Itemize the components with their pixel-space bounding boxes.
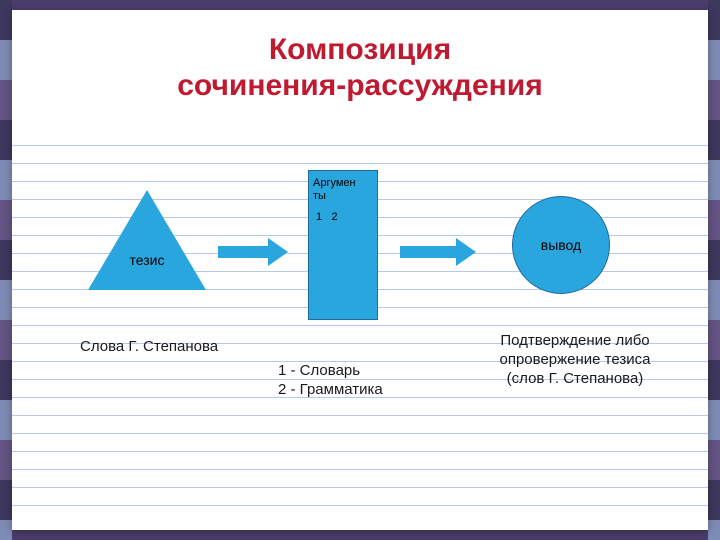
decorative-edge-left [0, 0, 12, 540]
triangle-icon [88, 190, 206, 290]
spacer [313, 203, 373, 211]
slide-title: Композиция сочинения-рассуждения [12, 32, 708, 104]
slide-canvas: Композиция сочинения-рассуждения тезис А… [12, 10, 708, 530]
arguments-label-1: Аргумен [313, 177, 373, 190]
thesis-shape: тезис [88, 190, 206, 290]
arrow-head-icon [456, 238, 476, 266]
conclusion-shape: вывод [512, 196, 610, 294]
arguments-caption: 1 - Словарь 2 - Грамматика [278, 362, 428, 400]
arrow-shaft [400, 246, 456, 258]
conclusion-caption: Подтверждение либо опровержение тезиса (… [490, 332, 660, 388]
title-line-2: сочинения-рассуждения [177, 69, 542, 102]
conclusion-label: вывод [541, 237, 581, 253]
title-line-1: Композиция [269, 33, 451, 66]
arguments-caption-line2: 2 - Грамматика [278, 381, 383, 398]
arrow-head-icon [268, 238, 288, 266]
decorative-edge-right [708, 0, 720, 540]
arguments-numbers: 1 2 [313, 211, 373, 224]
arguments-label-2: ты [313, 190, 373, 203]
arguments-shape: Аргумен ты 1 2 [308, 170, 378, 320]
arguments-caption-line1: 1 - Словарь [278, 362, 360, 379]
thesis-label: тезис [88, 252, 206, 268]
arrow-arguments-to-conclusion [400, 238, 476, 266]
arrow-thesis-to-arguments [218, 238, 288, 266]
thesis-caption: Слова Г. Степанова [80, 338, 250, 357]
arrow-shaft [218, 246, 268, 258]
